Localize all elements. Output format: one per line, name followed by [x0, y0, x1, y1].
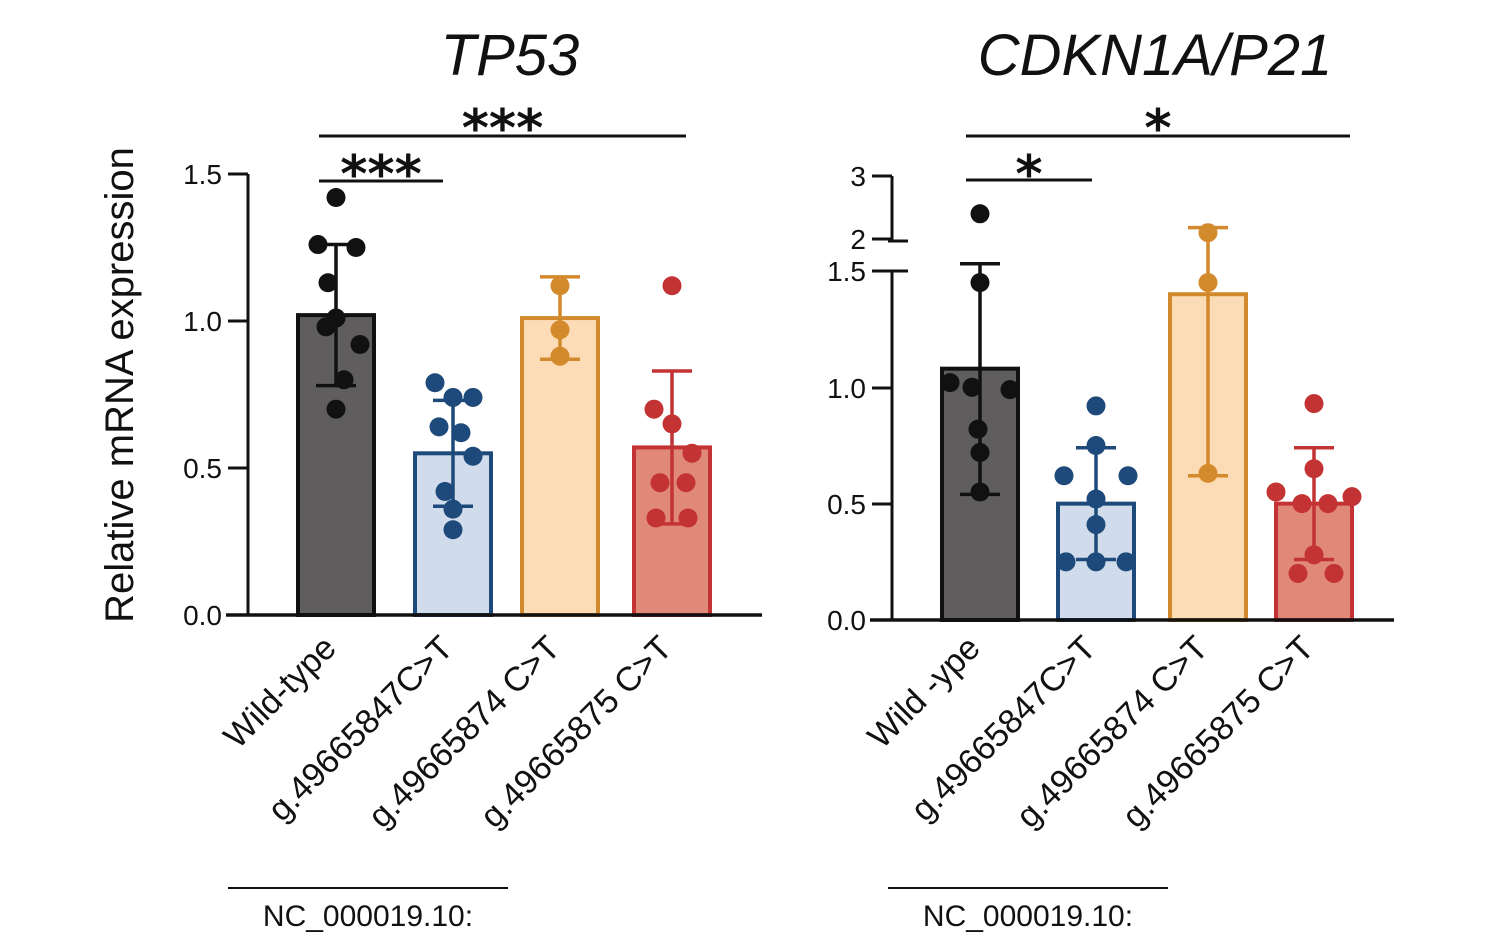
data-point: [435, 482, 455, 502]
data-point: [463, 387, 483, 407]
data-point: [1288, 563, 1308, 583]
data-point: [1304, 545, 1324, 565]
data-point: [678, 508, 698, 528]
significance-stars: ***: [462, 99, 544, 159]
y-tick-label: 0.0: [827, 605, 866, 636]
category-label: g.49665875 C>T: [1115, 629, 1322, 836]
data-point: [550, 320, 570, 340]
genomic-reference-label: NC_000019.10:: [263, 900, 473, 933]
data-point: [970, 482, 990, 502]
data-point: [350, 335, 370, 355]
data-point: [1318, 494, 1338, 514]
data-point: [1324, 563, 1344, 583]
data-point: [662, 276, 682, 296]
data-point: [1086, 552, 1106, 572]
data-point: [443, 499, 463, 519]
genomic-reference-right: NC_000019.10:: [888, 887, 1168, 933]
data-point: [429, 417, 449, 437]
data-point: [970, 273, 990, 293]
category-label: g.49665875 C>T: [473, 629, 680, 836]
chart-title: CDKN1A/P21: [978, 23, 1333, 88]
data-point: [318, 273, 338, 293]
y-tick-label: 1.0: [827, 373, 866, 404]
y-tick-label: 2: [850, 224, 866, 255]
data-point: [451, 423, 471, 443]
data-point: [1118, 466, 1138, 486]
data-point: [326, 399, 346, 419]
data-point: [316, 317, 336, 337]
data-point: [1292, 494, 1312, 514]
data-point: [1086, 489, 1106, 509]
data-point: [443, 387, 463, 407]
data-point: [1000, 380, 1020, 400]
data-point: [1086, 396, 1106, 416]
significance-stars: *: [1144, 99, 1171, 159]
data-point: [346, 238, 366, 257]
data-point: [962, 377, 982, 397]
y-tick-label: 1.5: [183, 159, 222, 190]
category-label: g.49665874 C>T: [1009, 629, 1216, 836]
data-point: [308, 235, 328, 255]
data-point: [326, 188, 346, 208]
category-label: g.49665874 C>T: [361, 629, 568, 836]
data-point: [1342, 487, 1362, 507]
data-point: [662, 414, 682, 434]
data-point: [1198, 223, 1218, 243]
data-point: [970, 442, 990, 462]
data-point: [646, 508, 666, 528]
tp53-panel: TP530.00.51.01.5Wild-typeg.49665847C>Tg.…: [183, 23, 762, 835]
y-tick-label: 0.5: [827, 489, 866, 520]
data-point: [1116, 552, 1136, 572]
significance-stars: *: [1015, 145, 1042, 205]
data-point: [1304, 459, 1324, 479]
data-point: [334, 370, 354, 390]
data-point: [463, 446, 483, 466]
chart-title: TP53: [441, 23, 580, 88]
genomic-reference-label: NC_000019.10:: [923, 900, 1133, 933]
data-point: [676, 473, 696, 493]
y-tick-label: 1.0: [183, 306, 222, 337]
data-point: [682, 443, 702, 463]
data-point: [968, 419, 988, 439]
data-point: [443, 520, 463, 540]
data-point: [550, 346, 570, 366]
data-point: [1304, 394, 1324, 414]
data-point: [650, 473, 670, 493]
data-point: [550, 276, 570, 296]
genomic-reference-left: NC_000019.10:: [228, 887, 508, 933]
y-axis-label-group: Relative mRNA expression: [98, 147, 142, 623]
data-point: [1056, 552, 1076, 572]
data-point: [644, 399, 664, 419]
data-point: [1198, 273, 1218, 293]
data-point: [425, 373, 445, 393]
data-point: [1054, 466, 1074, 486]
data-point: [1086, 515, 1106, 535]
y-tick-label: 1.5: [827, 256, 866, 287]
data-point: [1198, 463, 1218, 483]
significance-stars: ***: [340, 145, 422, 205]
data-point: [1266, 482, 1286, 502]
y-axis-label: Relative mRNA expression: [98, 147, 142, 623]
data-point: [940, 373, 960, 393]
y-tick-label: 3: [850, 161, 866, 192]
data-point: [970, 204, 990, 224]
y-tick-label: 0.0: [183, 600, 222, 631]
y-tick-label: 0.5: [183, 453, 222, 484]
data-point: [1086, 435, 1106, 455]
